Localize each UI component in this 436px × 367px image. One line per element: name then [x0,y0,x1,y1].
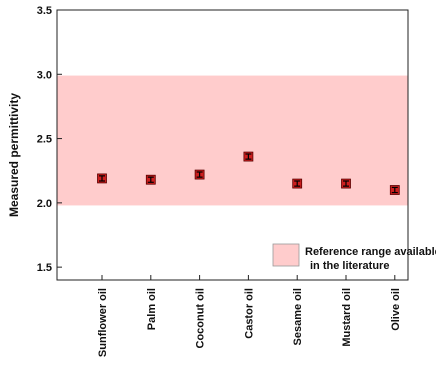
x-tick-label: Coconut oil [195,288,207,349]
reference-band [57,75,408,206]
x-tick-label: Castor oil [243,288,255,339]
legend-label-line1: Reference range available [305,246,436,258]
x-tick-label: Olive oil [390,288,402,331]
plot-frame [56,9,409,281]
x-tick-label: Mustard oil [341,288,353,347]
y-tick-label: 3.0 [37,69,52,81]
x-tick-label: Palm oil [146,288,158,330]
x-axis: Sunflower oil Palm oil Coconut oil Castor o… [97,275,402,357]
legend: Reference range available in the literat… [272,243,436,272]
legend-swatch [272,243,300,267]
y-axis-title: Measured permittivity [7,93,21,217]
y-tick-label: 2.0 [37,198,52,210]
y-tick-label: 2.5 [37,134,52,146]
data-points [97,151,400,195]
legend-label-line2: in the literature [310,260,389,272]
y-axis: 1.5 2.0 2.5 3.0 3.5 [37,5,62,274]
y-tick-label: 1.5 [37,262,52,274]
x-tick-label: Sunflower oil [97,288,109,357]
y-tick-label: 3.5 [37,5,52,17]
x-tick-label: Sesame oil [292,288,304,345]
